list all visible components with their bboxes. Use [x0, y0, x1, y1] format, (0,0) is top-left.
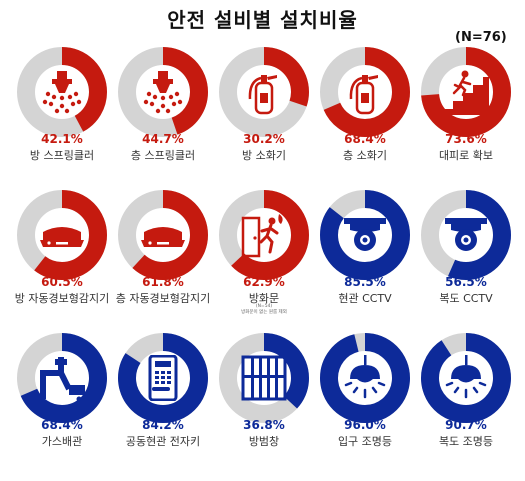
donut-value-arc	[17, 333, 107, 423]
donut-cell: 85.5% 현관 CCTV	[303, 190, 410, 338]
donut-category-label: 입구 조명등	[337, 435, 393, 448]
donut-cell: 90.7% 복도 조명등	[404, 333, 511, 481]
donut-value-label: 84.2%	[142, 418, 184, 432]
donut-chart	[17, 47, 107, 137]
donut-value-label: 60.5%	[41, 275, 83, 289]
donut-cell: 44.7% 층 스프링클러	[101, 47, 208, 195]
donut-value-arc	[320, 47, 410, 137]
donut-value-label: 36.8%	[243, 418, 285, 432]
donut-cell: 61.8% 층 자동경보형감지기	[101, 190, 210, 338]
donut-category-label: 대피로 확보	[438, 149, 494, 162]
donut-category-label: 방 소화기	[242, 149, 286, 162]
donut-chart	[320, 190, 410, 280]
donut-value-arc	[320, 333, 410, 423]
donut-chart	[219, 190, 309, 280]
donut-cell: 60.5% 방 자동경보형감지기	[0, 190, 109, 338]
donut-grid: 42.1% 방 스프링클러 44.7% 층 스프링클러 30.2% 방 소화기 68.4% 층…	[0, 47, 511, 448]
donut-value-label: 62.9%	[243, 275, 285, 289]
donut-value-arc	[219, 47, 309, 137]
donut-cell: 36.8% 방범창	[202, 333, 309, 481]
donut-chart	[219, 47, 309, 137]
fire-extinguisher-icon	[248, 75, 277, 115]
donut-category-label: 방 자동경보형감지기	[14, 292, 110, 305]
donut-category-label: 공동현관 전자키	[125, 435, 201, 448]
donut-value-arc	[17, 47, 107, 137]
donut-category-label: 층 소화기	[343, 149, 387, 162]
chart-title: 안전 설비별 설치비율	[167, 8, 358, 32]
ceiling-lamp-icon	[445, 355, 487, 399]
donut-category-label: 복도 CCTV	[439, 292, 493, 305]
donut-value-arc	[118, 190, 208, 280]
donut-cell: 30.2% 방 소화기	[202, 47, 309, 195]
sprinkler-icon	[143, 71, 183, 114]
donut-chart	[421, 333, 511, 423]
donut-chart	[320, 47, 410, 137]
donut-chart	[118, 47, 208, 137]
donut-value-label: 73.6%	[445, 132, 487, 146]
fire-door-icon	[241, 214, 283, 258]
ceiling-lamp-icon	[344, 355, 386, 399]
donut-cell: 56.5% 복도 CCTV	[404, 190, 511, 338]
donut-category-label: 층 스프링클러	[130, 149, 196, 162]
donut-cell: 96.0% 입구 조명등	[303, 333, 410, 481]
donut-value-label: 30.2%	[243, 132, 285, 146]
donut-value-arc	[421, 333, 511, 423]
donut-value-arc	[118, 333, 208, 423]
donut-chart	[118, 333, 208, 423]
donut-value-label: 96.0%	[344, 418, 386, 432]
smoke-detector-icon	[141, 227, 185, 247]
donut-value-label: 90.7%	[445, 418, 487, 432]
gas-pipe-icon	[40, 357, 85, 401]
cctv-icon	[344, 218, 386, 251]
donut-chart	[421, 47, 511, 137]
donut-value-label: 68.4%	[344, 132, 386, 146]
donut-value-label: 61.8%	[142, 275, 184, 289]
fire-extinguisher-icon	[349, 75, 378, 115]
donut-category-label: 복도 조명등	[438, 435, 494, 448]
donut-category-label: 층 자동경보형감지기	[115, 292, 211, 305]
evacuation-stairs-icon	[443, 70, 489, 115]
donut-cell: 68.4% 층 소화기	[303, 47, 410, 195]
donut-cell: 73.6% 대피로 확보	[404, 47, 511, 195]
donut-category-label: 방화문	[248, 292, 280, 305]
donut-cell: 62.9% 방화문 (N=54) 방화문이 없는 원룸 제외	[202, 190, 309, 338]
sample-size-note: (N=76)	[455, 30, 507, 45]
footnote-line: (N=54)	[255, 304, 273, 309]
donut-value-arc	[320, 190, 410, 280]
donut-chart	[219, 333, 309, 423]
donut-category-label: 현관 CCTV	[338, 292, 392, 305]
donut-chart	[17, 190, 107, 280]
donut-value-arc	[219, 333, 309, 423]
donut-footnote: (N=54) 방화문이 없는 원룸 제외	[202, 304, 326, 316]
footnote-line: 방화문이 없는 원룸 제외	[241, 310, 287, 315]
donut-cell: 68.4% 가스배관	[0, 333, 107, 481]
donut-chart	[17, 333, 107, 423]
window-bars-icon	[241, 355, 287, 401]
cctv-icon	[445, 218, 487, 251]
donut-chart	[421, 190, 511, 280]
donut-value-label: 44.7%	[142, 132, 184, 146]
donut-chart	[118, 190, 208, 280]
donut-cell: 42.1% 방 스프링클러	[0, 47, 107, 195]
donut-value-arc	[219, 190, 309, 280]
donut-value-arc	[17, 190, 107, 280]
donut-category-label: 가스배관	[41, 435, 83, 448]
donut-chart	[320, 333, 410, 423]
door-keypad-icon	[148, 355, 178, 401]
donut-category-label: 방범창	[248, 435, 280, 448]
donut-cell: 84.2% 공동현관 전자키	[101, 333, 208, 481]
donut-value-arc	[421, 47, 511, 137]
sprinkler-icon	[42, 71, 82, 114]
donut-value-label: 42.1%	[41, 132, 83, 146]
donut-value-arc	[421, 190, 511, 280]
donut-value-label: 68.4%	[41, 418, 83, 432]
donut-value-arc	[118, 47, 208, 137]
donut-value-label: 85.5%	[344, 275, 386, 289]
donut-value-label: 56.5%	[445, 275, 487, 289]
smoke-detector-icon	[40, 227, 84, 247]
donut-category-label: 방 스프링클러	[29, 149, 95, 162]
